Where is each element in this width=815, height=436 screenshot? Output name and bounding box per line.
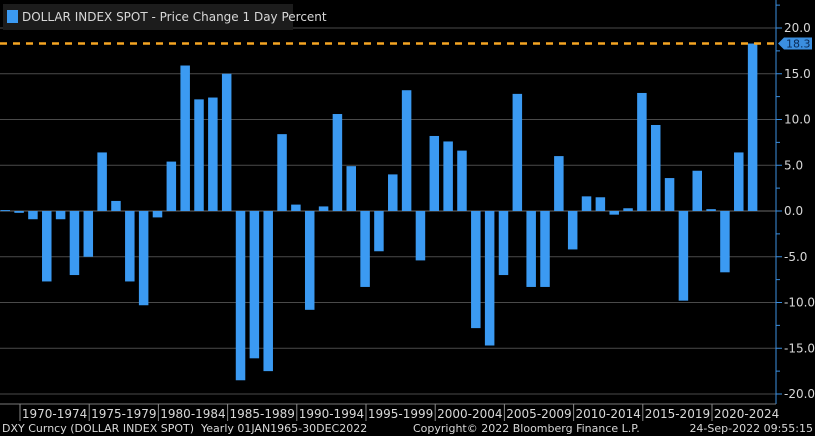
bar-2008: [554, 156, 564, 211]
footer-timestamp: 24-Sep-2022 09:55:15: [689, 422, 813, 435]
bar-1995: [374, 211, 384, 252]
bar-1999: [429, 135, 440, 211]
x-group-label: 1985-1989: [229, 407, 294, 421]
x-axis-band: [0, 404, 776, 422]
x-group-label: 2010-2014: [575, 407, 640, 421]
y-tick-label: 15.0: [784, 67, 811, 81]
bar-1980: [166, 161, 177, 211]
y-tick-label: -15.0: [784, 341, 815, 355]
x-group-label: 1990-1994: [299, 407, 364, 421]
bar-2004: [498, 211, 509, 276]
bar-2001: [457, 150, 467, 211]
bar-2021: [734, 152, 744, 211]
footer-security: DXY Curncy (DOLLAR INDEX SPOT) Yearly 01…: [2, 422, 367, 435]
bar-2010: [581, 196, 592, 211]
bar-1987: [263, 211, 273, 372]
bar-1978: [138, 211, 149, 306]
bar-1990: [304, 211, 315, 310]
x-group-label: 1975-1979: [91, 407, 156, 421]
bar-2020: [720, 211, 730, 273]
bar-1982: [194, 99, 204, 211]
x-group-label: 2005-2009: [506, 407, 571, 421]
bar-1986: [249, 211, 260, 359]
bar-1994: [360, 211, 370, 287]
bar-1985: [235, 211, 246, 381]
bar-1973: [69, 211, 80, 276]
bar-1968: [0, 210, 10, 212]
bar-2002: [471, 211, 481, 329]
footer-copyright: Copyright© 2022 Bloomberg Finance L.P.: [413, 422, 640, 435]
legend-label: DOLLAR INDEX SPOT - Price Change 1 Day P…: [22, 10, 327, 24]
x-group-label: 1995-1999: [368, 407, 433, 421]
bars: [0, 43, 758, 381]
reference-label: 18.3: [786, 38, 811, 51]
bar-2006: [526, 211, 536, 287]
bar-1991: [318, 206, 329, 211]
y-tick-label: 5.0: [784, 158, 803, 172]
x-group-label: 2000-2004: [437, 407, 502, 421]
bar-2012: [609, 211, 619, 215]
bar-1984: [221, 73, 232, 211]
reference-tag: [778, 37, 812, 50]
bar-1989: [291, 204, 301, 211]
y-tick-label: 10.0: [784, 113, 811, 127]
bar-2022: [747, 43, 758, 212]
bar-2017: [678, 211, 689, 301]
y-tick-label: 20.0: [784, 21, 811, 35]
y-tick-label: -20.0: [784, 387, 815, 401]
bar-1998: [415, 211, 426, 261]
bar-2003: [484, 211, 495, 346]
bar-1992: [332, 114, 343, 211]
bar-1977: [125, 211, 135, 282]
bar-1981: [180, 65, 190, 211]
bar-1996: [388, 174, 398, 211]
legend-swatch: [7, 10, 18, 23]
bar-2009: [567, 211, 578, 250]
bar-1993: [346, 166, 356, 211]
y-tick-label: -5.0: [784, 250, 807, 264]
bar-1970: [28, 211, 38, 220]
bar-2013: [623, 208, 633, 211]
bar-1976: [111, 200, 121, 211]
bar-1979: [152, 211, 163, 218]
bar-2014: [637, 92, 647, 211]
bar-2000: [443, 141, 453, 211]
x-group-label: 1980-1984: [160, 407, 225, 421]
bar-2005: [512, 93, 523, 211]
bar-1997: [401, 90, 412, 211]
x-axis: 1970-1974 1975-1979 1980-1984 1985-1989 1990…: [0, 403, 779, 422]
bar-1969: [14, 211, 24, 213]
bar-1975: [97, 152, 107, 211]
bar-1971: [42, 211, 52, 282]
y-tick-label: -10.0: [784, 296, 815, 310]
bar-2007: [540, 211, 550, 287]
bar-1988: [277, 134, 287, 211]
bar-2018: [692, 170, 702, 211]
bar-2015: [650, 124, 661, 211]
x-group-label: 2015-2019: [645, 407, 710, 421]
x-group-label: 2020-2024: [714, 407, 779, 421]
y-axis: 20.0 15.0 10.0 5.0 0.0 -5.0 -10.0 -15.0 -20.0 18.…: [775, 0, 815, 404]
bar-2011: [595, 197, 606, 211]
bar-1972: [55, 211, 66, 220]
bar-1974: [83, 211, 94, 257]
bar-2019: [706, 209, 716, 211]
y-tick-label: 0.0: [784, 204, 803, 218]
legend-box: [3, 4, 293, 30]
bar-1983: [208, 97, 218, 211]
bar-2016: [664, 178, 675, 211]
x-group-label: 1970-1974: [22, 407, 87, 421]
